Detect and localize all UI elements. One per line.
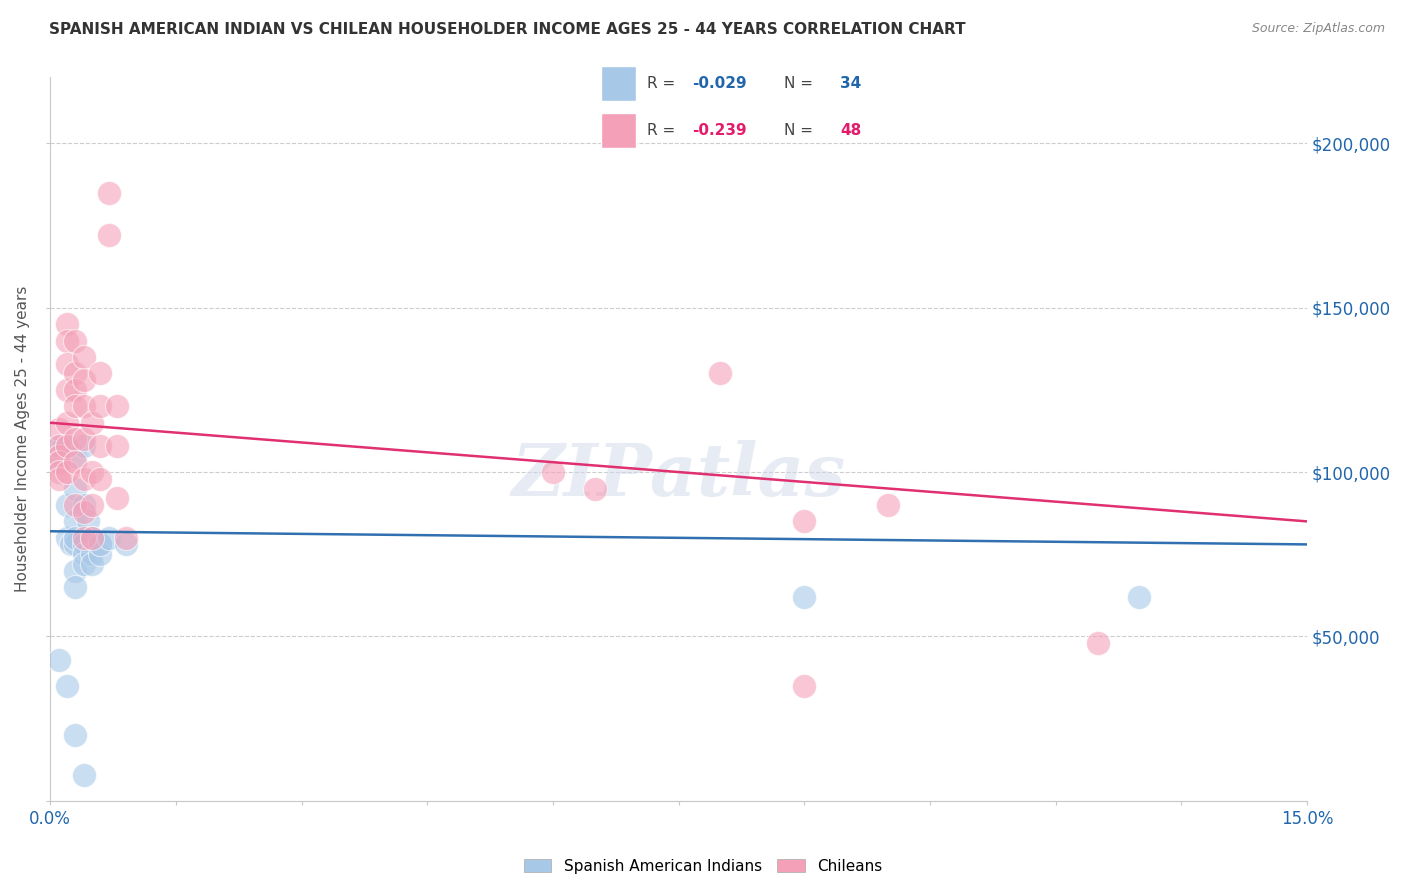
Point bbox=[105, 491, 128, 506]
Point bbox=[65, 531, 87, 545]
Point bbox=[89, 472, 111, 486]
Text: -0.239: -0.239 bbox=[692, 123, 747, 138]
Text: ZIPatlas: ZIPatlas bbox=[512, 440, 845, 511]
Point bbox=[65, 482, 87, 496]
Point bbox=[72, 472, 94, 486]
Point bbox=[80, 531, 103, 545]
Point bbox=[72, 350, 94, 364]
Text: N =: N = bbox=[785, 123, 818, 138]
Point bbox=[56, 317, 79, 331]
Point bbox=[65, 449, 87, 463]
Point bbox=[89, 537, 111, 551]
Point bbox=[72, 767, 94, 781]
Text: 48: 48 bbox=[839, 123, 862, 138]
Point bbox=[80, 465, 103, 479]
Point bbox=[65, 564, 87, 578]
Text: N =: N = bbox=[785, 76, 818, 91]
Point bbox=[48, 652, 70, 666]
Point bbox=[72, 439, 94, 453]
Point bbox=[48, 472, 70, 486]
Point bbox=[709, 367, 731, 381]
Point bbox=[65, 334, 87, 348]
Point bbox=[56, 679, 79, 693]
Point bbox=[65, 383, 87, 397]
Point bbox=[97, 228, 120, 243]
Point bbox=[114, 531, 136, 545]
Text: -0.029: -0.029 bbox=[692, 76, 747, 91]
Point bbox=[80, 416, 103, 430]
Text: 34: 34 bbox=[839, 76, 862, 91]
Point bbox=[48, 455, 70, 469]
Point bbox=[48, 455, 70, 469]
FancyBboxPatch shape bbox=[602, 66, 636, 101]
Point bbox=[793, 515, 815, 529]
Point bbox=[56, 383, 79, 397]
Point bbox=[65, 367, 87, 381]
Point bbox=[541, 465, 564, 479]
Point bbox=[72, 547, 94, 561]
Point bbox=[89, 537, 111, 551]
Point bbox=[97, 531, 120, 545]
Point bbox=[114, 537, 136, 551]
Point bbox=[65, 537, 87, 551]
Point bbox=[48, 422, 70, 436]
Point bbox=[60, 537, 83, 551]
Point bbox=[80, 498, 103, 512]
Text: R =: R = bbox=[647, 76, 681, 91]
Point bbox=[65, 455, 87, 469]
Text: R =: R = bbox=[647, 123, 681, 138]
Point bbox=[877, 498, 900, 512]
Text: Source: ZipAtlas.com: Source: ZipAtlas.com bbox=[1251, 22, 1385, 36]
Point bbox=[56, 498, 79, 512]
Point bbox=[72, 373, 94, 387]
Point bbox=[72, 557, 94, 571]
Point bbox=[72, 399, 94, 413]
Y-axis label: Householder Income Ages 25 - 44 years: Householder Income Ages 25 - 44 years bbox=[15, 286, 30, 592]
Point bbox=[583, 482, 606, 496]
Point bbox=[89, 399, 111, 413]
Point bbox=[80, 547, 103, 561]
Point bbox=[56, 465, 79, 479]
Point bbox=[65, 498, 87, 512]
Point bbox=[48, 465, 70, 479]
Point bbox=[65, 728, 87, 742]
Point bbox=[89, 547, 111, 561]
Point bbox=[48, 439, 70, 453]
Point bbox=[72, 531, 94, 545]
Point bbox=[56, 334, 79, 348]
Legend: Spanish American Indians, Chileans: Spanish American Indians, Chileans bbox=[517, 853, 889, 880]
Point bbox=[56, 439, 79, 453]
Point bbox=[97, 186, 120, 200]
Point bbox=[105, 439, 128, 453]
Point bbox=[65, 580, 87, 594]
Point bbox=[80, 557, 103, 571]
Point bbox=[56, 439, 79, 453]
Point bbox=[72, 504, 94, 518]
Point bbox=[52, 439, 75, 453]
Point bbox=[72, 498, 94, 512]
Point bbox=[65, 515, 87, 529]
Point bbox=[76, 515, 98, 529]
Point bbox=[793, 590, 815, 604]
Point bbox=[56, 357, 79, 371]
Point bbox=[65, 399, 87, 413]
Point bbox=[56, 416, 79, 430]
Point bbox=[72, 432, 94, 446]
Point bbox=[793, 679, 815, 693]
Point bbox=[89, 367, 111, 381]
Point bbox=[56, 531, 79, 545]
Point bbox=[48, 439, 70, 453]
Point bbox=[1128, 590, 1150, 604]
Point bbox=[1087, 636, 1109, 650]
Point bbox=[89, 439, 111, 453]
Point bbox=[105, 399, 128, 413]
Point bbox=[80, 531, 103, 545]
Point bbox=[65, 432, 87, 446]
FancyBboxPatch shape bbox=[602, 113, 636, 148]
Point bbox=[72, 537, 94, 551]
Text: SPANISH AMERICAN INDIAN VS CHILEAN HOUSEHOLDER INCOME AGES 25 - 44 YEARS CORRELA: SPANISH AMERICAN INDIAN VS CHILEAN HOUSE… bbox=[49, 22, 966, 37]
Point bbox=[48, 449, 70, 463]
